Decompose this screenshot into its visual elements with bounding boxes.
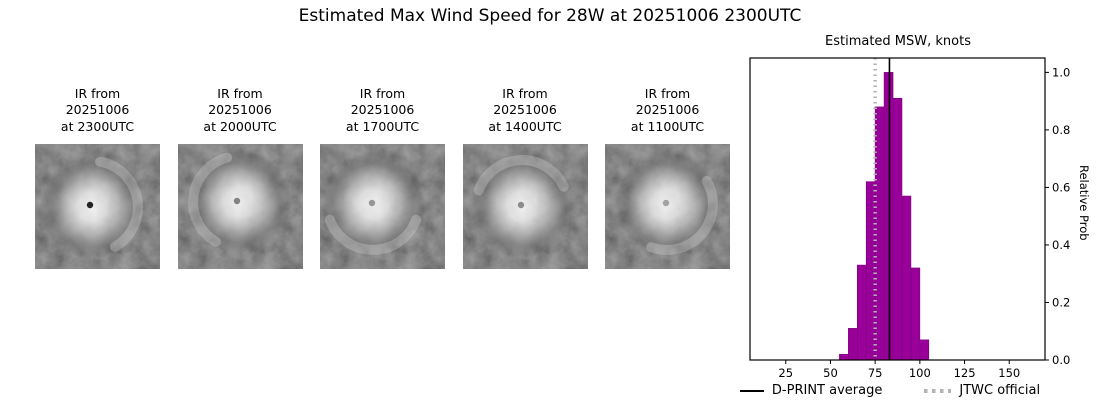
ir-satellite-image (320, 144, 445, 269)
y-tick-label: 0.6 (1052, 180, 1070, 194)
ir-panel: IR from 20251006 at 1700UTC (320, 86, 445, 269)
histogram-bar (919, 339, 930, 361)
ir-grain-overlay (605, 144, 730, 269)
ir-panel-label: IR from 20251006 at 1100UTC (630, 86, 705, 134)
ir-panel-label: IR from 20251006 at 2000UTC (203, 86, 277, 134)
plot-frame (749, 57, 1046, 361)
dotted-line-icon (924, 388, 952, 393)
histogram-plot: 25 50 75 100 125 150 0.0 0.2 0.4 0.6 0.8 1.0 (749, 57, 1070, 380)
legend-label: JTWC official (959, 383, 1041, 398)
chart-legend: D-PRINT average JTWC official (690, 383, 1090, 398)
histogram-bar (839, 353, 849, 361)
storm-eye (368, 199, 376, 207)
ir-panel: IR from 20251006 at 2000UTC (177, 86, 303, 269)
histogram-bar (892, 97, 903, 361)
x-tick-label: 100 (909, 366, 931, 380)
solid-line-icon (739, 389, 764, 392)
ir-panel: IR from 20251006 at 2300UTC (35, 86, 160, 269)
ir-panel-label: IR from 20251006 at 1700UTC (345, 86, 420, 134)
x-tick-label: 75 (868, 366, 883, 380)
histogram-bar (883, 72, 894, 361)
storm-eye (517, 201, 524, 209)
ir-panel-label: IR from 20251006 at 1400UTC (488, 86, 562, 134)
x-tick-label: 150 (998, 366, 1020, 380)
y-tick-label: 0.8 (1052, 123, 1070, 137)
histogram-bar (848, 328, 858, 361)
ir-panel-row: IR from 20251006 at 2300UTC IR from 2025… (35, 86, 730, 269)
y-tick-label: 0.0 (1052, 353, 1070, 367)
ir-grain-overlay (35, 144, 160, 269)
figure-title: Estimated Max Wind Speed for 28W at 2025… (298, 6, 802, 26)
ir-satellite-image (462, 144, 588, 269)
x-tick-label: 125 (954, 366, 976, 380)
histogram-bar (901, 195, 912, 361)
y-tick-label: 0.4 (1052, 238, 1070, 252)
ir-satellite-image (177, 144, 303, 269)
storm-eye (233, 197, 240, 205)
legend-item: D-PRINT average (739, 383, 883, 398)
ir-panel: IR from 20251006 at 1400UTC (462, 86, 588, 269)
legend-item: JTWC official (924, 383, 1040, 398)
ir-panel-label: IR from 20251006 at 2300UTC (60, 86, 135, 134)
ir-grain-overlay (462, 144, 588, 269)
chart-title: Estimated MSW, knots (825, 34, 971, 49)
ir-panel: IR from 20251006 at 1100UTC (605, 86, 730, 269)
histogram-bar (910, 267, 921, 361)
x-tick-label: 25 (778, 366, 793, 380)
ir-satellite-image (35, 144, 160, 269)
storm-eye (662, 199, 670, 207)
y-axis-label: Relative Prob (1077, 165, 1091, 241)
ir-grain-overlay (320, 144, 445, 269)
ir-satellite-image (605, 144, 730, 269)
histogram-bar (856, 264, 867, 361)
storm-eye (86, 201, 94, 209)
x-tick-label: 50 (823, 366, 838, 380)
y-tick-label: 1.0 (1052, 65, 1070, 79)
legend-label: D-PRINT average (771, 383, 883, 398)
ir-grain-overlay (177, 144, 303, 269)
y-tick-label: 0.2 (1052, 295, 1070, 309)
